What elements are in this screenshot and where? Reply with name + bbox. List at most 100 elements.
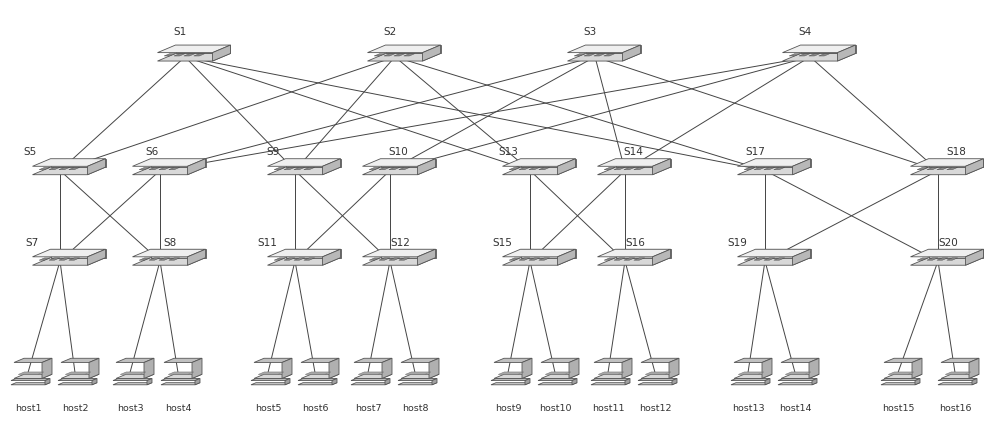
Text: S17: S17 [745,147,765,157]
Polygon shape [731,383,770,385]
Polygon shape [598,159,670,166]
Polygon shape [59,258,70,260]
Polygon shape [734,374,772,378]
Text: host8: host8 [402,404,428,413]
Polygon shape [294,258,305,260]
Polygon shape [304,168,315,170]
Polygon shape [604,54,615,56]
Polygon shape [765,378,770,385]
Text: S16: S16 [625,237,645,248]
Polygon shape [774,168,785,170]
Polygon shape [362,159,436,166]
Text: host10: host10 [539,404,571,413]
Polygon shape [284,168,295,170]
Polygon shape [161,383,200,385]
Polygon shape [394,54,405,56]
Polygon shape [638,383,677,385]
Text: S13: S13 [498,147,518,157]
Polygon shape [212,45,230,61]
Polygon shape [809,358,819,378]
Polygon shape [910,167,983,175]
Polygon shape [11,383,50,385]
Text: S20: S20 [938,237,958,248]
Polygon shape [529,168,540,170]
Polygon shape [669,358,679,378]
Polygon shape [88,159,106,175]
Polygon shape [937,168,948,170]
Polygon shape [598,372,624,375]
Polygon shape [61,358,99,362]
Polygon shape [884,358,922,362]
Polygon shape [509,258,520,260]
Polygon shape [778,383,817,385]
Polygon shape [969,358,979,378]
Polygon shape [404,54,415,56]
Text: host6: host6 [302,404,328,413]
Text: S11: S11 [257,237,277,248]
Polygon shape [423,45,441,61]
Polygon shape [503,258,576,265]
Polygon shape [159,258,170,260]
Polygon shape [498,372,524,375]
Polygon shape [568,53,640,61]
Polygon shape [39,258,50,260]
Polygon shape [39,168,50,170]
Polygon shape [917,168,928,170]
Polygon shape [598,258,670,265]
Polygon shape [362,249,436,257]
Polygon shape [569,358,579,378]
Polygon shape [351,378,390,381]
Polygon shape [781,358,819,362]
Polygon shape [778,378,817,381]
Polygon shape [113,383,152,385]
Text: S14: S14 [623,147,643,157]
Text: host1: host1 [15,404,41,413]
Polygon shape [351,383,390,385]
Polygon shape [881,383,920,385]
Text: S8: S8 [163,237,177,248]
Polygon shape [368,45,441,53]
Polygon shape [188,249,206,265]
Polygon shape [184,54,195,56]
Polygon shape [604,258,615,260]
Polygon shape [386,45,441,53]
Polygon shape [149,168,160,170]
Polygon shape [529,258,540,260]
Polygon shape [538,378,577,381]
Polygon shape [614,168,625,170]
Polygon shape [521,159,576,167]
Polygon shape [254,358,292,362]
Polygon shape [32,159,106,166]
Text: host7: host7 [355,404,381,413]
Polygon shape [545,372,571,375]
Polygon shape [781,374,819,378]
Text: S6: S6 [145,147,159,157]
Polygon shape [88,249,106,265]
Polygon shape [195,378,200,385]
Polygon shape [927,168,938,170]
Text: host2: host2 [62,404,88,413]
Polygon shape [432,378,437,385]
Polygon shape [379,258,390,260]
Polygon shape [541,374,579,378]
Polygon shape [418,249,436,265]
Polygon shape [65,372,91,375]
Polygon shape [616,159,670,167]
Polygon shape [132,249,206,257]
Polygon shape [928,159,983,167]
Polygon shape [910,258,983,265]
Polygon shape [525,378,530,385]
Polygon shape [928,249,983,258]
Polygon shape [521,249,576,258]
Polygon shape [358,372,384,375]
Polygon shape [304,258,315,260]
Polygon shape [738,372,764,375]
Polygon shape [586,45,640,53]
Polygon shape [634,168,645,170]
Polygon shape [169,258,180,260]
Polygon shape [652,159,670,175]
Text: host12: host12 [639,404,671,413]
Polygon shape [938,383,977,385]
Polygon shape [917,258,928,260]
Polygon shape [116,358,154,362]
